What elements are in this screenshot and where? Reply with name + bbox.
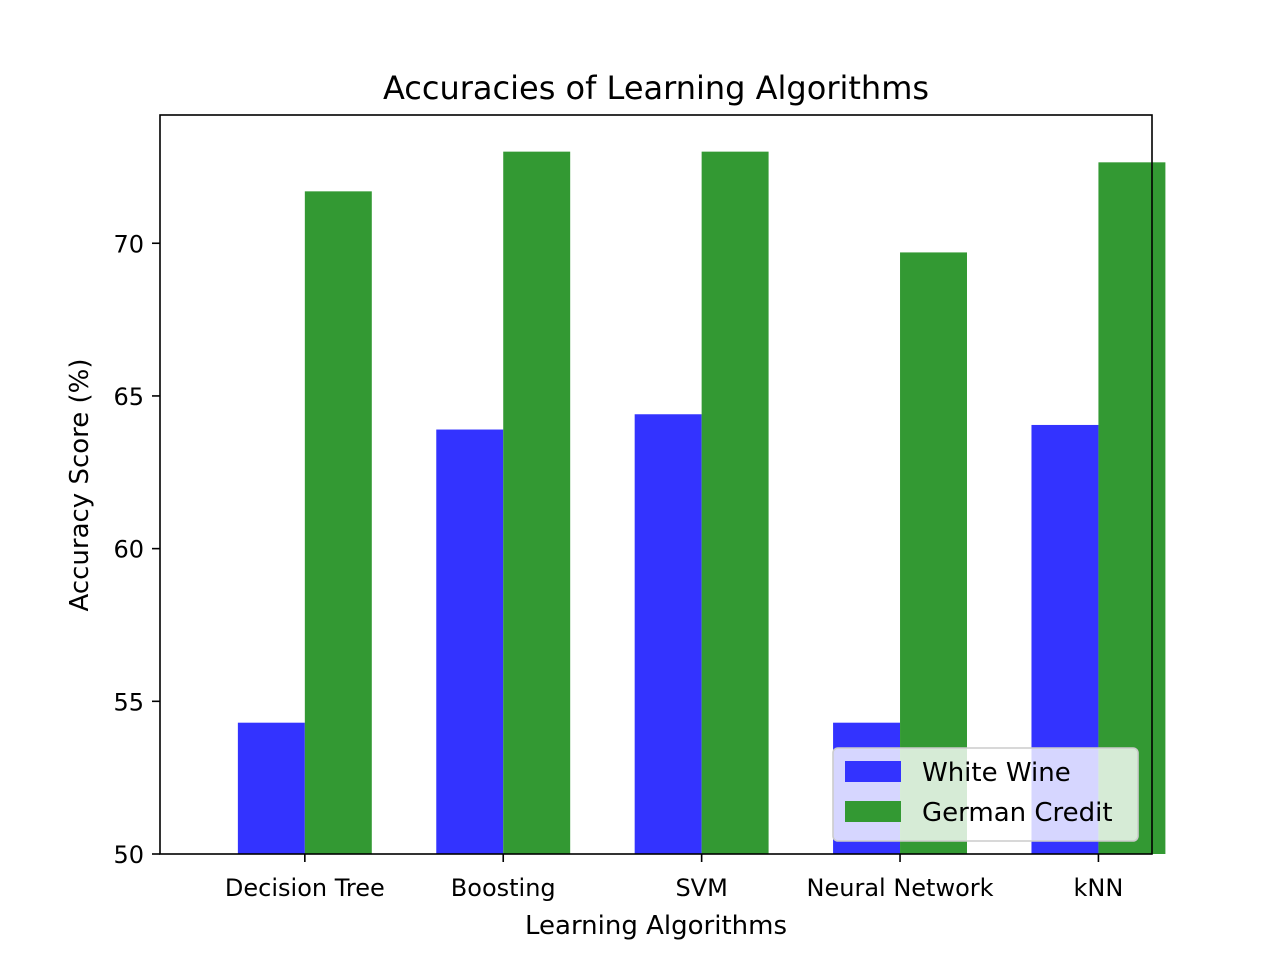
y-tick-label: 60 bbox=[113, 536, 144, 564]
legend: White Wine German Credit bbox=[832, 747, 1139, 842]
bar-white-wine-svm bbox=[634, 414, 702, 854]
axes-frame bbox=[159, 114, 1153, 855]
y-tick-label: 55 bbox=[113, 688, 144, 716]
x-tick-label: SVM bbox=[675, 874, 727, 902]
legend-box bbox=[832, 747, 1139, 842]
y-tick-label: 50 bbox=[113, 841, 144, 869]
x-tick-label: Boosting bbox=[451, 874, 556, 902]
bar-german-credit-boosting bbox=[503, 151, 571, 854]
x-tick-label: Decision Tree bbox=[225, 874, 385, 902]
legend-swatch-white-wine bbox=[845, 761, 901, 782]
legend-label-white-wine: White Wine bbox=[922, 758, 1071, 788]
bar-german-credit-svm bbox=[701, 151, 769, 854]
legend-swatch-german-credit bbox=[845, 801, 901, 822]
y-tick-label: 65 bbox=[113, 383, 144, 411]
bar-white-wine-boosting bbox=[436, 429, 504, 854]
chart-title: Accuracies of Learning Algorithms bbox=[383, 69, 929, 107]
bar-white-wine-decision-tree bbox=[237, 722, 305, 854]
legend-label-german-credit: German Credit bbox=[922, 798, 1113, 828]
x-tick-label: Neural Network bbox=[807, 874, 994, 902]
bar-german-credit-decision-tree bbox=[304, 191, 372, 855]
x-tick-label: kNN bbox=[1074, 874, 1124, 902]
x-axis-label: Learning Algorithms bbox=[525, 911, 787, 941]
bar-german-credit-knn bbox=[1098, 162, 1166, 854]
y-tick-label: 70 bbox=[113, 230, 144, 258]
y-axis-label: Accuracy Score (%) bbox=[65, 358, 95, 611]
